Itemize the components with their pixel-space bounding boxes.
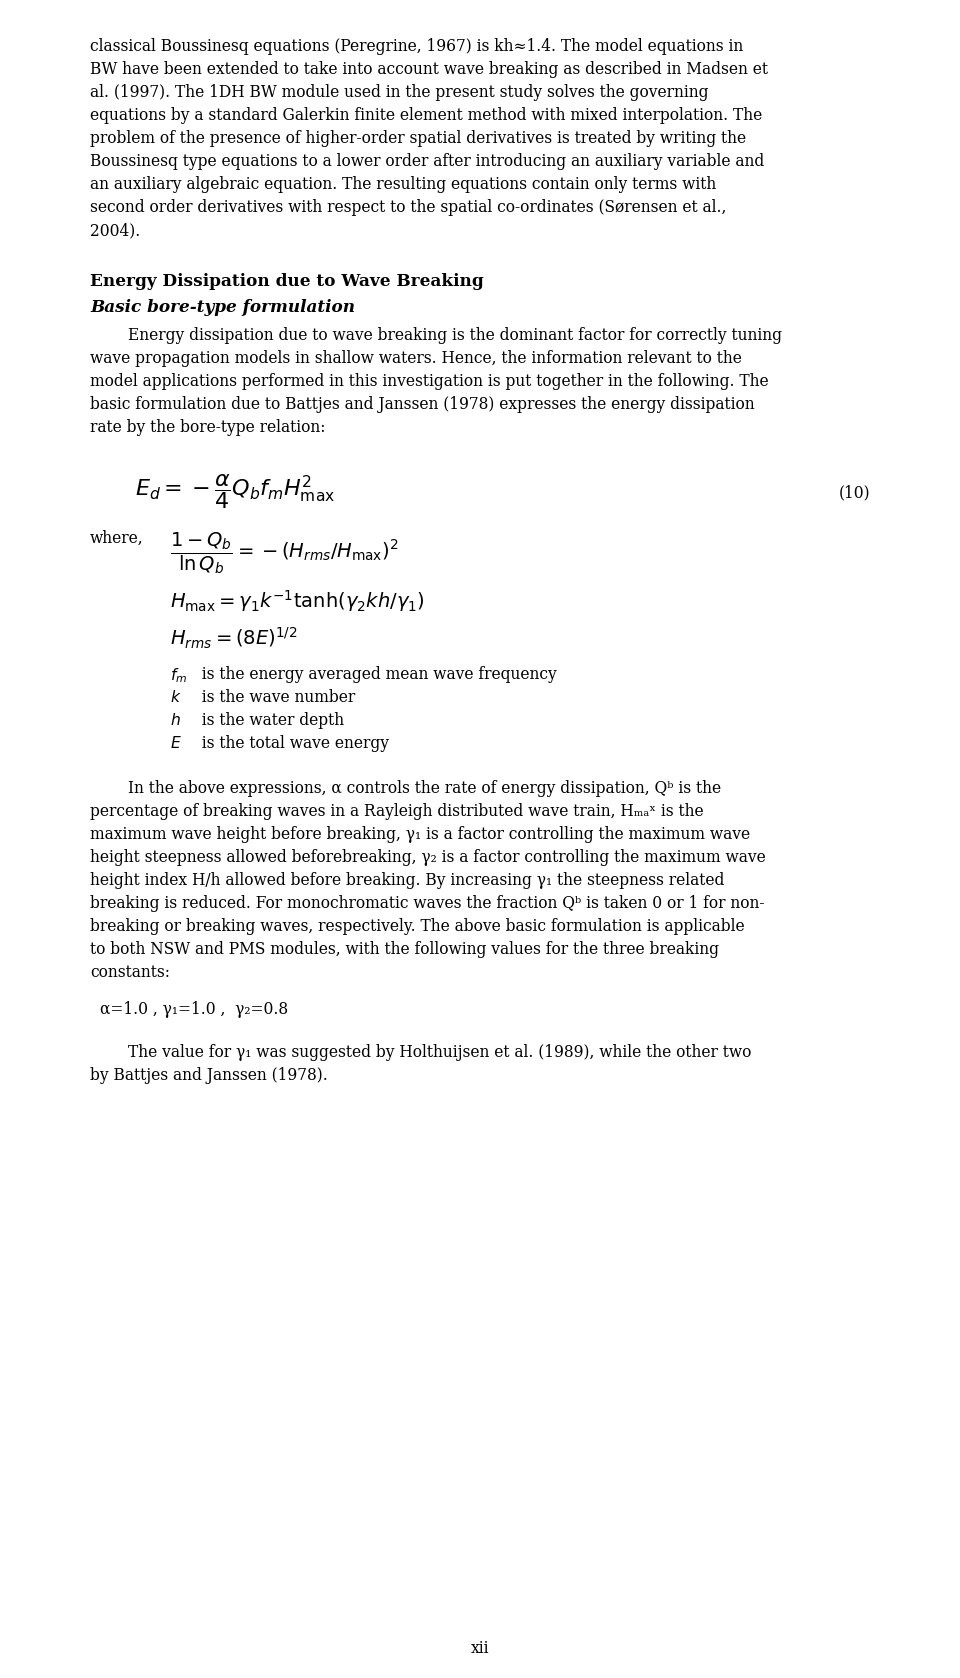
Text: where,: where,: [90, 530, 144, 547]
Text: α=1.0 , γ₁=1.0 ,  γ₂=0.8: α=1.0 , γ₁=1.0 , γ₂=0.8: [100, 1002, 288, 1019]
Text: problem of the presence of higher-order spatial derivatives is treated by writin: problem of the presence of higher-order …: [90, 129, 746, 148]
Text: (10): (10): [838, 483, 870, 502]
Text: xii: xii: [470, 1639, 490, 1656]
Text: percentage of breaking waves in a Rayleigh distributed wave train, Hₘₐˣ is the: percentage of breaking waves in a Raylei…: [90, 804, 704, 821]
Text: second order derivatives with respect to the spatial co-ordinates (Sørensen et a: second order derivatives with respect to…: [90, 200, 727, 216]
Text: Boussinesq type equations to a lower order after introducing an auxiliary variab: Boussinesq type equations to a lower ord…: [90, 153, 764, 169]
Text: $k$: $k$: [170, 690, 181, 706]
Text: height index H/h allowed before breaking. By increasing γ₁ the steepness related: height index H/h allowed before breaking…: [90, 873, 725, 889]
Text: rate by the bore-type relation:: rate by the bore-type relation:: [90, 420, 325, 436]
Text: In the above expressions, α controls the rate of energy dissipation, Qᵇ is the: In the above expressions, α controls the…: [128, 780, 721, 797]
Text: $H_{\rm max} = \gamma_1 k^{-1} \tanh(\gamma_2 kh/\gamma_1)$: $H_{\rm max} = \gamma_1 k^{-1} \tanh(\ga…: [170, 587, 424, 614]
Text: constants:: constants:: [90, 965, 170, 982]
Text: to both NSW and PMS modules, with the following values for the three breaking: to both NSW and PMS modules, with the fo…: [90, 941, 719, 958]
Text: al. (1997). The 1DH BW module used in the present study solves the governing: al. (1997). The 1DH BW module used in th…: [90, 84, 708, 101]
Text: breaking is reduced. For monochromatic waves the fraction Qᵇ is taken 0 or 1 for: breaking is reduced. For monochromatic w…: [90, 894, 764, 913]
Text: classical Boussinesq equations (Peregrine, 1967) is kh≈1.4. The model equations : classical Boussinesq equations (Peregrin…: [90, 39, 743, 55]
Text: Energy Dissipation due to Wave Breaking: Energy Dissipation due to Wave Breaking: [90, 274, 484, 290]
Text: $E_d = -\dfrac{\alpha}{4}Q_b f_m H^2_{\rm max}$: $E_d = -\dfrac{\alpha}{4}Q_b f_m H^2_{\r…: [135, 472, 335, 512]
Text: basic formulation due to Battjes and Janssen (1978) expresses the energy dissipa: basic formulation due to Battjes and Jan…: [90, 396, 755, 413]
Text: breaking or breaking waves, respectively. The above basic formulation is applica: breaking or breaking waves, respectively…: [90, 918, 745, 935]
Text: $\dfrac{1-Q_b}{\ln Q_b} = -(H_{rms} / H_{\rm max})^2$: $\dfrac{1-Q_b}{\ln Q_b} = -(H_{rms} / H_…: [170, 530, 398, 576]
Text: by Battjes and Janssen (1978).: by Battjes and Janssen (1978).: [90, 1067, 327, 1084]
Text: Energy dissipation due to wave breaking is the dominant factor for correctly tun: Energy dissipation due to wave breaking …: [128, 327, 782, 344]
Text: is the wave number: is the wave number: [192, 690, 355, 706]
Text: Basic bore-type formulation: Basic bore-type formulation: [90, 299, 355, 317]
Text: is the water depth: is the water depth: [192, 711, 344, 728]
Text: 2004).: 2004).: [90, 221, 140, 238]
Text: height steepness allowed beforebreaking, γ₂ is a factor controlling the maximum : height steepness allowed beforebreaking,…: [90, 849, 766, 866]
Text: BW have been extended to take into account wave breaking as described in Madsen : BW have been extended to take into accou…: [90, 60, 768, 77]
Text: maximum wave height before breaking, γ₁ is a factor controlling the maximum wave: maximum wave height before breaking, γ₁ …: [90, 826, 750, 842]
Text: model applications performed in this investigation is put together in the follow: model applications performed in this inv…: [90, 373, 769, 389]
Text: equations by a standard Galerkin finite element method with mixed interpolation.: equations by a standard Galerkin finite …: [90, 107, 762, 124]
Text: $h$: $h$: [170, 711, 180, 728]
Text: $E$: $E$: [170, 735, 181, 752]
Text: an auxiliary algebraic equation. The resulting equations contain only terms with: an auxiliary algebraic equation. The res…: [90, 176, 716, 193]
Text: is the energy averaged mean wave frequency: is the energy averaged mean wave frequen…: [192, 666, 557, 683]
Text: $f_m$: $f_m$: [170, 666, 187, 685]
Text: wave propagation models in shallow waters. Hence, the information relevant to th: wave propagation models in shallow water…: [90, 351, 742, 367]
Text: The value for γ₁ was suggested by Holthuijsen et al. (1989), while the other two: The value for γ₁ was suggested by Holthu…: [128, 1044, 752, 1060]
Text: is the total wave energy: is the total wave energy: [192, 735, 389, 752]
Text: $H_{rms} = (8E)^{1/2}$: $H_{rms} = (8E)^{1/2}$: [170, 626, 298, 651]
